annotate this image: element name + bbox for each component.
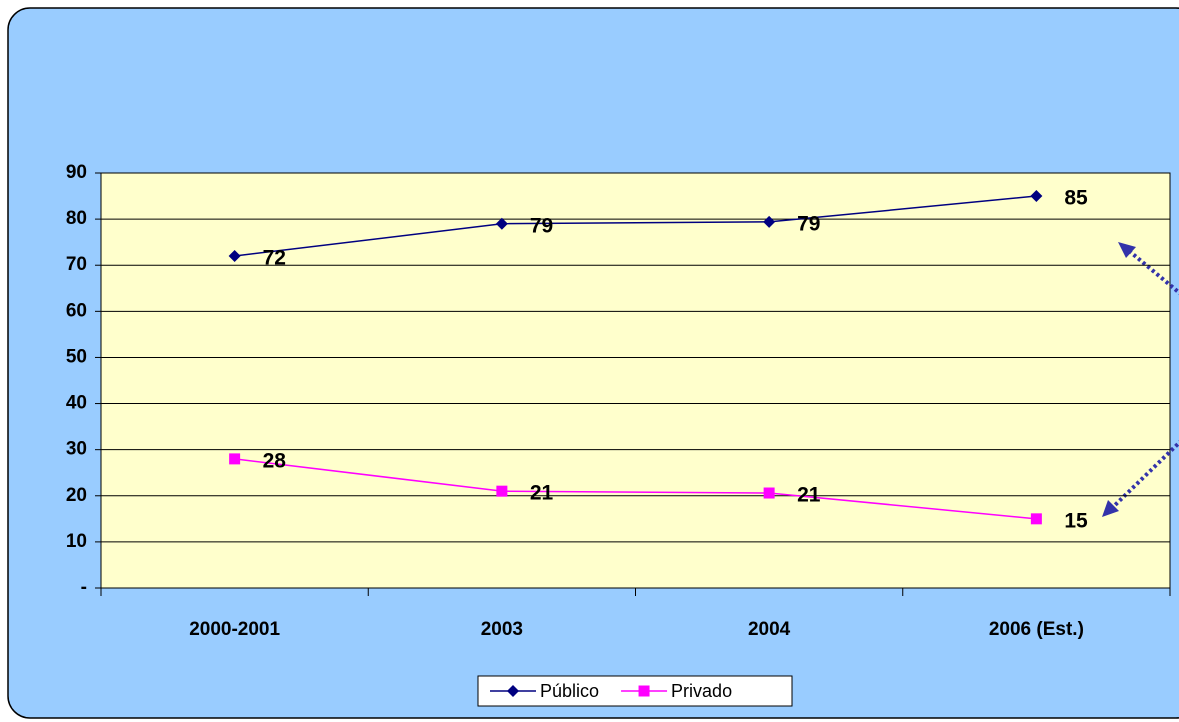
plot-area: [100, 172, 1171, 589]
arrow-head: [1102, 500, 1119, 517]
data-label: 72: [263, 247, 286, 270]
x-tick-label: 2006 (Est.): [989, 619, 1084, 640]
data-label: 79: [797, 212, 820, 235]
point: [496, 485, 508, 497]
y-tick-label: -: [81, 577, 87, 598]
arrow-line: [1110, 440, 1179, 510]
y-tick-label: 10: [66, 531, 87, 552]
legend-label: Privado: [671, 681, 732, 701]
x-tick-label: 2003: [481, 619, 523, 640]
y-tick-label: 60: [66, 300, 87, 321]
point: [229, 453, 241, 465]
data-label: 15: [1064, 509, 1088, 532]
y-tick-label: 50: [66, 346, 87, 367]
y-tick-label: 70: [66, 254, 87, 275]
arrow-head: [1118, 242, 1136, 258]
x-tick-label: 2000-2001: [189, 619, 280, 640]
annotation-arrows: [1102, 242, 1179, 517]
data-label: 21: [797, 484, 821, 507]
legend-label: Público: [540, 681, 599, 701]
point: [1030, 513, 1042, 525]
point: [1030, 190, 1043, 203]
point: [763, 215, 776, 228]
point: [638, 685, 650, 697]
series-line: [234, 195, 1037, 257]
y-tick-label: 30: [66, 439, 87, 460]
y-tick-label: 40: [66, 393, 87, 414]
data-label: 21: [530, 482, 554, 505]
data-label: 79: [530, 214, 553, 237]
data-label: 28: [263, 449, 287, 472]
point: [228, 250, 241, 262]
y-tick-label: 90: [66, 162, 87, 183]
point: [507, 685, 519, 697]
data-label: 85: [1064, 187, 1088, 210]
x-tick-label: 2004: [748, 619, 791, 640]
point: [763, 487, 775, 499]
point: [495, 217, 508, 230]
y-tick-label: 20: [66, 485, 87, 506]
series-line: [234, 458, 1037, 520]
y-tick-label: 80: [66, 208, 87, 229]
